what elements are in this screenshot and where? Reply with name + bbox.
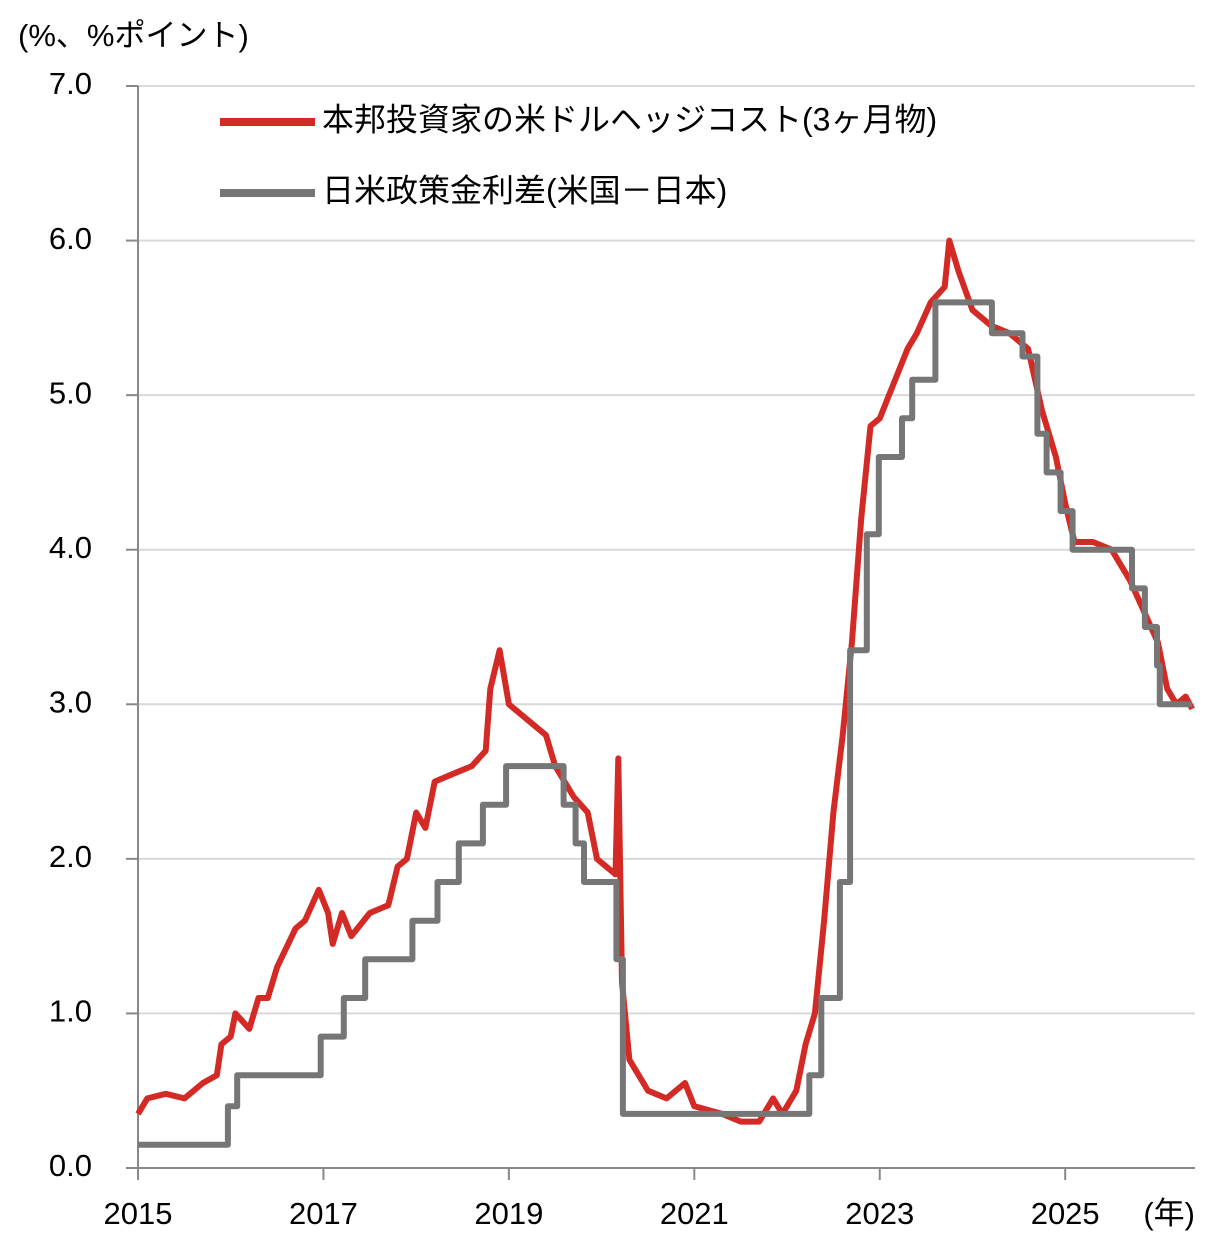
x-axis-label: (年) <box>1143 1196 1195 1231</box>
series-line <box>138 299 1193 1148</box>
y-tick-label: 2.0 <box>49 839 92 874</box>
legend-label: 本邦投資家の米ドルヘッジコスト(3ヶ月物) <box>322 101 937 137</box>
y-tick-label: 1.0 <box>49 994 92 1029</box>
y-tick-label: 5.0 <box>49 375 92 410</box>
y-tick-label: 6.0 <box>49 221 92 256</box>
x-tick-label: 2021 <box>660 1196 729 1231</box>
x-tick-label: 2017 <box>289 1196 358 1231</box>
series-line <box>135 237 1195 1125</box>
x-tick-label: 2025 <box>1031 1196 1100 1231</box>
x-tick-label: 2015 <box>104 1196 173 1231</box>
y-tick-label: 0.0 <box>49 1148 92 1183</box>
y-axis-label: (%、%ポイント) <box>18 18 249 53</box>
legend-label: 日米政策金利差(米国－日本) <box>322 172 727 208</box>
y-tick-label: 4.0 <box>49 530 92 565</box>
x-tick-label: 2019 <box>474 1196 543 1231</box>
y-tick-label: 3.0 <box>49 684 92 719</box>
y-tick-label: 7.0 <box>49 66 92 101</box>
x-tick-label: 2023 <box>845 1196 914 1231</box>
